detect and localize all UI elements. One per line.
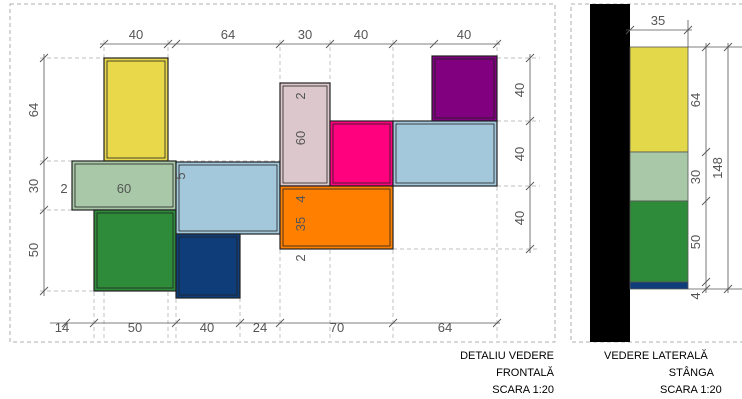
front-view-frame [9, 3, 556, 343]
side-dimension-lines [626, 20, 742, 293]
box-pink [279, 82, 331, 187]
side-seg-dim-1: 64 [688, 93, 703, 107]
front-caption-line-2: FRONTALĂ [496, 366, 555, 379]
inner-label-5: 5 [173, 172, 188, 179]
front-caption-line-3: SCARA 1:20 [492, 384, 554, 396]
bottom-dim-3: 40 [200, 320, 214, 335]
left-dim-1: 64 [26, 103, 41, 117]
side-wall [590, 4, 630, 342]
side-total-dim: 148 [710, 157, 725, 179]
bottom-dim-5: 70 [330, 320, 344, 335]
side-top-dim: 35 [651, 13, 665, 28]
right-dim-2: 40 [512, 147, 527, 161]
top-dim-1: 40 [129, 27, 143, 42]
box-navy [175, 233, 241, 299]
side-caption-line-1: VEDERE LATERALĂ [604, 349, 708, 362]
inner-label-sage-60: 60 [117, 181, 131, 196]
side-seg-dim-2: 30 [688, 170, 703, 184]
left-dim-3: 50 [26, 243, 41, 257]
side-segment-sage [629, 151, 689, 202]
side-seg-dim-4: 4 [688, 292, 703, 299]
box-green [93, 209, 177, 292]
side-caption-line-2: STÂNGA [669, 366, 715, 379]
front-boxes [71, 55, 498, 299]
side-segments [629, 46, 689, 290]
inner-label-4: 4 [293, 195, 308, 202]
side-caption-line-3: SCARA 1:20 [660, 384, 722, 396]
bottom-dim-4: 24 [253, 320, 267, 335]
side-segment-yellow [629, 46, 689, 153]
front-caption-line-1: DETALIU VEDERE [460, 350, 554, 362]
inner-label-pink-60: 60 [293, 131, 308, 145]
inner-label-sage-2: 2 [60, 181, 67, 196]
side-dimension-ticks [625, 25, 733, 294]
side-segment-green [629, 200, 689, 283]
box-yellow [103, 57, 169, 162]
box-sage [71, 160, 177, 211]
box-orange [279, 185, 394, 250]
top-dim-3: 30 [298, 27, 312, 42]
right-dim-1: 40 [512, 83, 527, 97]
box-lightblue-right [392, 120, 498, 187]
front-dimension-lines [43, 43, 531, 324]
bottom-dim-6: 64 [438, 320, 452, 335]
box-purple [431, 55, 498, 122]
top-dim-5: 40 [457, 27, 471, 42]
right-dim-3: 40 [512, 211, 527, 225]
box-lightblue-center [175, 161, 281, 235]
top-dim-4: 40 [354, 27, 368, 42]
left-dim-2: 30 [26, 179, 41, 193]
inner-label-pink-2: 2 [293, 92, 308, 99]
inner-label-orange-2: 2 [293, 254, 308, 261]
front-dimension-ticks [39, 39, 535, 328]
bottom-dim-2: 50 [128, 320, 142, 335]
bottom-dim-1: 14 [55, 320, 69, 335]
box-magenta [329, 120, 394, 187]
side-segment-navy [629, 281, 689, 290]
top-dim-2: 64 [221, 27, 235, 42]
side-seg-dim-3: 50 [688, 235, 703, 249]
inner-label-35: 35 [293, 217, 308, 231]
